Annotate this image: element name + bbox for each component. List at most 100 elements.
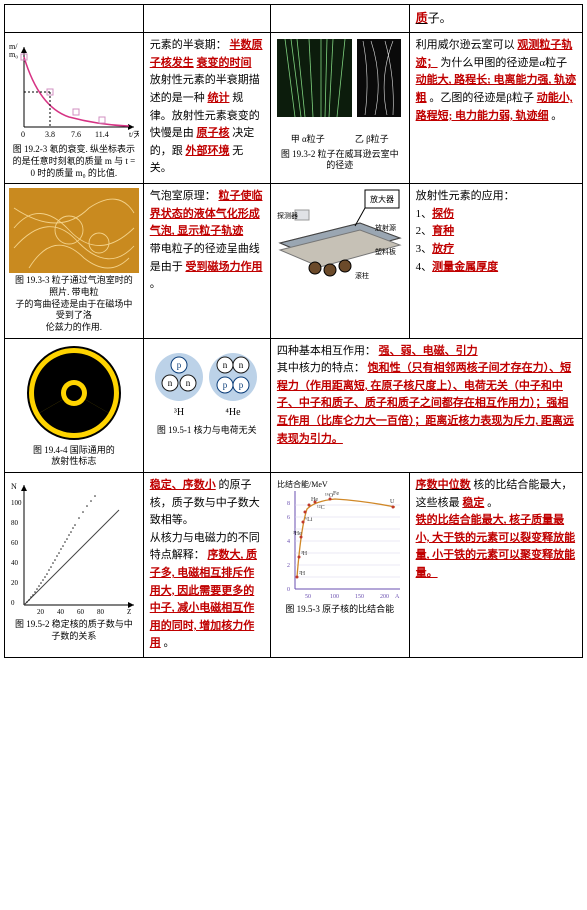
svg-text:50: 50 <box>305 594 311 600</box>
svg-text:200: 200 <box>380 594 389 600</box>
r2c4-i2: 2、 <box>416 225 433 237</box>
r1c2-l1: 元素的半衰期： <box>150 39 227 51</box>
svg-text:³He: ³He <box>293 531 302 537</box>
svg-text:比结合能/MeV: 比结合能/MeV <box>277 479 328 489</box>
r3c4-l2: 其中核力的特点： <box>277 362 365 374</box>
r4c4-a1: 序数中位数 <box>416 479 471 491</box>
svg-text:2: 2 <box>287 563 290 569</box>
r2c4-a3: 放疗 <box>432 243 454 255</box>
r2c4-a4: 测量金属厚度 <box>432 261 498 273</box>
fig1-caption: 图 19.2-3 氡的衰变. 纵坐标表示 的是任意时刻氡的质量 m 与 t = … <box>11 144 137 179</box>
svg-text:U: U <box>390 499 395 505</box>
svg-text:⁴He: ⁴He <box>225 407 241 418</box>
r1c2-a3: 统计 <box>207 92 229 104</box>
nucleon-fig: p n n n n p p ³H ⁴He <box>150 343 264 423</box>
svg-text:t/天: t/天 <box>129 130 139 139</box>
svg-text:放大器: 放大器 <box>370 194 394 204</box>
svg-text:n: n <box>223 360 228 370</box>
r1c4-l1: 利用威尔逊云室可以 <box>416 39 515 51</box>
svg-text:探测器: 探测器 <box>277 211 298 220</box>
svg-text:m₀: m₀ <box>9 50 18 59</box>
svg-text:80: 80 <box>11 519 19 527</box>
row0-tail: 子。 <box>428 11 452 25</box>
svg-text:6: 6 <box>287 515 290 521</box>
bubble-chamber-fig <box>11 188 137 273</box>
scan-device-fig: 放大器 探测器 放射源 塑料板 滚柱 <box>277 188 403 283</box>
decay-chart: m/m₀ t/天 0 3.8 7.6 11.4 <box>11 37 137 142</box>
r2c2-a2: 受到磁场力作用 <box>185 261 262 273</box>
svg-text:20: 20 <box>11 579 19 587</box>
svg-text:塑料板: 塑料板 <box>375 247 396 256</box>
svg-text:7.6: 7.6 <box>71 130 81 139</box>
row-1: m/m₀ t/天 0 3.8 7.6 11.4 图 19.2-3 氡的衰变. 纵… <box>5 33 583 184</box>
svg-text:20: 20 <box>37 608 45 616</box>
r2c4-i3: 3、 <box>416 243 433 255</box>
svg-text:N: N <box>11 482 17 491</box>
svg-text:0: 0 <box>287 587 290 593</box>
svg-text:40: 40 <box>57 608 65 616</box>
svg-text:⁶Li: ⁶Li <box>305 517 313 523</box>
row0-ans: 质 <box>416 11 428 25</box>
svg-text:³H: ³H <box>301 551 308 557</box>
fig7-caption: 图 19.5-3 原子核的比结合能 <box>277 604 403 616</box>
svg-text:滚柱: 滚柱 <box>355 271 369 280</box>
svg-text:Z: Z <box>127 608 131 616</box>
svg-text:60: 60 <box>77 608 85 616</box>
svg-text:p: p <box>177 360 182 370</box>
study-notes-table: 质子。 m/m₀ t/天 0 3.8 7.6 11.4 <box>4 4 583 658</box>
svg-text:¹²C: ¹²C <box>317 505 325 511</box>
svg-text:80: 80 <box>97 608 105 616</box>
r4c4-a2: 稳定 <box>462 497 484 509</box>
r2c4-l1: 放射性元素的应用： <box>416 190 515 202</box>
svg-text:p: p <box>239 380 244 390</box>
r4c4-a3: 铁的比结合能最大, 核子质量最小, 大于铁的元素可以裂变释放能量, 小于铁的元素… <box>416 514 576 579</box>
svg-text:p: p <box>223 380 228 390</box>
svg-text:0: 0 <box>11 599 15 607</box>
row-0: 质子。 <box>5 5 583 33</box>
fig2-caption: 图 19.3-2 粒子在威耳逊云室中的径迹 <box>277 149 403 172</box>
row-2: 图 19.3-3 粒子通过气泡室时的照片. 带电粒 子的弯曲径迹是由于在磁场中受… <box>5 184 583 338</box>
row-3: 图 19.4-4 国际通用的 放射性标志 p n n n n p p ³H ⁴H… <box>5 338 583 472</box>
row-4: N 02040 6080100 204060 80Z <box>5 473 583 658</box>
stable-nuclei-plot: N 02040 6080100 204060 80Z <box>11 477 137 617</box>
svg-text:11.4: 11.4 <box>95 130 109 139</box>
svg-text:²H: ²H <box>299 571 306 577</box>
r3c4-l1: 四种基本相互作用： <box>277 345 376 357</box>
r1c2-a4: 原子核 <box>196 127 229 139</box>
r2c4-a2: 育种 <box>432 225 454 237</box>
r1c4-l3: 。乙图的径迹是β粒子 <box>429 92 534 104</box>
svg-text:0: 0 <box>21 130 25 139</box>
r4c4-l2: 。 <box>487 497 498 509</box>
svg-text:100: 100 <box>330 594 339 600</box>
svg-text:He: He <box>311 497 318 503</box>
r1c4-l4: 。 <box>551 110 562 122</box>
svg-text:n: n <box>186 378 191 388</box>
r4c2-a1: 序数大, 质子多, 电磁相互排斥作用大, 因此需要更多的中子, 减小电磁相互作用… <box>150 549 257 649</box>
svg-text:8: 8 <box>287 501 290 507</box>
r1c2-l2a: 放射性元素的半衰期描述的是一种 <box>150 74 260 104</box>
r2c4-i1: 1、 <box>416 208 433 220</box>
svg-text:60: 60 <box>11 539 19 547</box>
cloud-chamber-fig: 甲 α粒子 乙 β粒子 <box>277 37 403 146</box>
svg-text:150: 150 <box>355 594 364 600</box>
r2c4-i4: 4、 <box>416 261 433 273</box>
svg-text:³H: ³H <box>174 407 184 418</box>
svg-text:Fe: Fe <box>333 491 339 497</box>
r1c2-a2: 衰变的时间 <box>196 57 251 69</box>
binding-energy-plot: 比结合能/MeV 024 68 50100150 200A <box>277 477 403 602</box>
fig3-caption: 图 19.3-3 粒子通过气泡室时的照片. 带电粒 子的弯曲径迹是由于在磁场中受… <box>11 275 137 333</box>
svg-text:n: n <box>239 360 244 370</box>
fig2-lbl-b: 乙 β粒子 <box>355 132 389 146</box>
svg-text:100: 100 <box>11 499 22 507</box>
r2c2-l1: 气泡室原理： <box>150 190 216 202</box>
r1c4-l2: 为什么甲图的径迹是α粒子 <box>440 57 567 69</box>
r3c4-a2: 饱和性（只有相邻两核子间才存在力）、短程力（作用距离短, 在原子核尺度上）、电荷… <box>277 362 574 444</box>
r4c2-l2: 。 <box>163 637 174 649</box>
svg-text:放射源: 放射源 <box>375 223 396 232</box>
svg-text:A: A <box>395 594 400 600</box>
svg-text:3.8: 3.8 <box>45 130 55 139</box>
fig5-caption: 图 19.5-1 核力与电荷无关 <box>150 425 264 437</box>
r1c2-a5: 外部环境 <box>185 145 229 157</box>
fig6-caption: 图 19.5-2 稳定核的质子数与中子数的关系 <box>11 619 137 642</box>
fig2-lbl-a: 甲 α粒子 <box>291 132 325 146</box>
